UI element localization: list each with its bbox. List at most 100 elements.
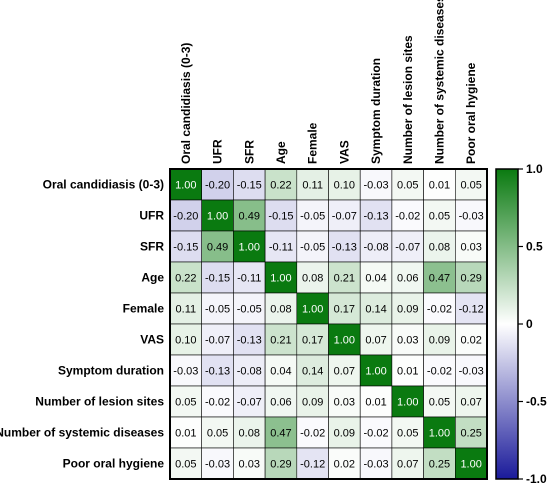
cell-value-label: 0.09 xyxy=(302,397,323,409)
heatmap-cell xyxy=(359,385,393,418)
heatmap-cell xyxy=(454,199,488,232)
heatmap-cell xyxy=(201,416,234,449)
cell-value-label: 0.05 xyxy=(175,397,196,409)
cell-value-label: 0.05 xyxy=(429,397,450,409)
cell-value-label: 0.14 xyxy=(302,366,323,378)
colorbar-tick-label: 0.5 xyxy=(526,240,543,254)
heatmap-cell xyxy=(264,199,298,232)
heatmap-cell xyxy=(233,385,266,418)
heatmap-cell xyxy=(423,447,456,480)
heatmap-cell xyxy=(454,292,488,325)
cell-value-label: 0.01 xyxy=(429,180,450,192)
cell-value-label: 0.21 xyxy=(270,335,291,347)
cell-value-label: 0.47 xyxy=(429,273,450,285)
cell-value-label: -0.02 xyxy=(427,304,452,316)
cell-value-label: 0.08 xyxy=(429,242,450,254)
heatmap-cell xyxy=(169,354,203,387)
cell-value-label: -0.02 xyxy=(427,366,452,378)
colorbar-ticks: 1.0 0.5 0 -0.5 -1.0 xyxy=(518,162,547,486)
heatmap-cell xyxy=(328,261,361,294)
heatmap-cell xyxy=(169,230,203,263)
column-label: VAS xyxy=(337,140,351,164)
heatmap-border xyxy=(169,168,488,480)
cell-value-label: -0.11 xyxy=(269,242,293,254)
heatmap-cell xyxy=(169,323,203,356)
heatmap-cell xyxy=(359,354,393,387)
colorbar-tick-label: -0.5 xyxy=(526,395,547,409)
cell-value-label: -0.12 xyxy=(459,304,484,316)
cell-value-label: 0.29 xyxy=(270,459,291,471)
heatmap-cell xyxy=(454,261,488,294)
heatmap-cell xyxy=(391,416,424,449)
cell-value-label: 0.08 xyxy=(270,304,291,316)
cell-value-label: 1.00 xyxy=(207,211,228,223)
cell-value-label: -0.15 xyxy=(268,211,293,223)
cell-value-label: 0.11 xyxy=(176,304,197,316)
cell-value-label: 0.01 xyxy=(365,397,386,409)
row-label: VAS xyxy=(140,333,164,347)
cell-value-label: -0.03 xyxy=(459,366,484,378)
row-label: UFR xyxy=(139,209,164,223)
column-label: UFR xyxy=(211,139,225,164)
heatmap-cell xyxy=(454,447,488,480)
heatmap-cell xyxy=(296,385,329,418)
heatmap-cell xyxy=(169,261,203,294)
heatmap-cell xyxy=(423,416,456,449)
cell-value-label: -0.02 xyxy=(395,211,420,223)
heatmap-cell xyxy=(423,354,456,387)
heatmap-cell xyxy=(423,230,456,263)
heatmap-cell xyxy=(201,168,234,201)
heatmap-cell xyxy=(391,447,424,480)
cell-value-label: 0.02 xyxy=(460,335,481,347)
heatmap-cell xyxy=(423,199,456,232)
heatmap-cell xyxy=(169,447,203,480)
heatmap-cell xyxy=(296,292,329,325)
cell-value-label: -0.03 xyxy=(173,366,198,378)
heatmap-cell xyxy=(264,416,298,449)
cell-value-label: 0.05 xyxy=(207,428,228,440)
heatmap-cell xyxy=(359,447,393,480)
cell-value-label: 0.05 xyxy=(460,180,481,192)
cell-value-label: -0.13 xyxy=(332,242,357,254)
column-label: Number of systemic diseases xyxy=(432,0,446,164)
cell-value-label: 1.00 xyxy=(334,335,355,347)
cell-value-label: 0.47 xyxy=(270,428,291,440)
heatmap-cell xyxy=(391,354,424,387)
cell-value-label: -0.15 xyxy=(205,273,230,285)
heatmap-cell xyxy=(391,385,424,418)
column-label: Female xyxy=(306,122,320,164)
cell-value-label: 1.00 xyxy=(239,242,260,254)
cell-value-label: 1.00 xyxy=(302,304,323,316)
cell-value-label: 1.00 xyxy=(365,366,386,378)
heatmap-cell xyxy=(233,416,266,449)
heatmap-cell xyxy=(296,416,329,449)
cell-value-label: 0.08 xyxy=(302,273,323,285)
heatmap-cell xyxy=(328,199,361,232)
cell-value-label: -0.08 xyxy=(237,366,262,378)
column-label: Symptom duration xyxy=(369,58,383,164)
heatmap-cell xyxy=(454,168,488,201)
cell-value-label: -0.13 xyxy=(237,335,262,347)
cell-value-label: 0.10 xyxy=(334,180,355,192)
heatmap-cell xyxy=(359,199,393,232)
cell-value-label: 0.17 xyxy=(334,304,355,316)
cell-value-label: 0.21 xyxy=(334,273,355,285)
heatmap-cell xyxy=(296,323,329,356)
heatmap-cell xyxy=(423,261,456,294)
cell-value-label: 0.09 xyxy=(429,335,450,347)
cell-value-label: -0.02 xyxy=(300,428,325,440)
colorbar-tick-label: 1.0 xyxy=(526,162,543,176)
heatmap-cell xyxy=(264,323,298,356)
cell-value-label: 0.17 xyxy=(302,335,323,347)
colorbar-tick-label: 0 xyxy=(526,317,533,331)
cell-value-label: 1.00 xyxy=(460,459,481,471)
heatmap-cell xyxy=(359,416,393,449)
heatmap-cell xyxy=(391,292,424,325)
row-label: Female xyxy=(123,302,165,316)
cell-value-label: 0.08 xyxy=(239,428,260,440)
cell-value-label: 0.03 xyxy=(239,459,260,471)
cell-value-label: 0.25 xyxy=(429,459,450,471)
heatmap-cell xyxy=(359,261,393,294)
colorbar-tick-label: -1.0 xyxy=(526,472,547,486)
heatmap-cell xyxy=(233,323,266,356)
